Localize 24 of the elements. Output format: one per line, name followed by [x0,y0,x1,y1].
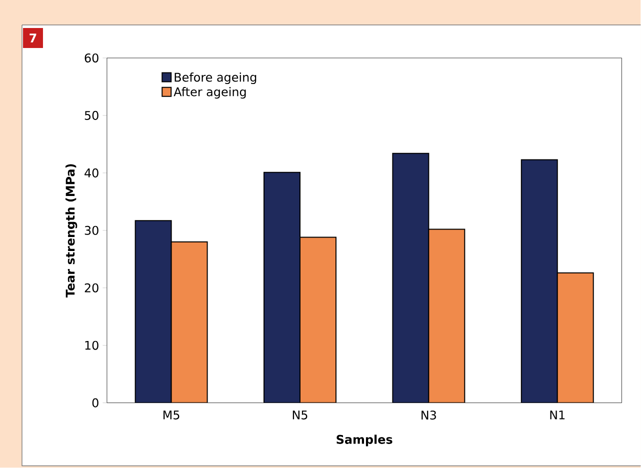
bar [556,272,594,403]
legend-label: After ageing [174,87,246,99]
text: 7 [30,34,36,42]
legend-label: Before ageing [174,72,256,84]
y-tick-label: 20 [84,283,98,292]
bar [428,228,466,403]
bar [134,220,172,403]
y-axis-title: Tear strength (MPa) [65,164,78,298]
y-tick-label: 30 [84,226,98,236]
x-tick-label: M5 [164,410,180,420]
y-tick-label: 40 [84,168,98,178]
x-tick-label: N1 [550,410,565,420]
bar [264,172,300,403]
y-tick-label: 50 [84,111,98,120]
bar [170,241,208,403]
x-tick-label: N5 [292,410,308,420]
bar [299,236,336,403]
x-tick-label: N3 [422,410,436,420]
x-axis-title: Samples [336,434,392,446]
y-tick-label: 60 [84,54,98,63]
bar [392,152,430,403]
y-tick-label: 10 [85,340,98,350]
y-tick-label: 0 [92,398,98,408]
bar [520,159,558,403]
